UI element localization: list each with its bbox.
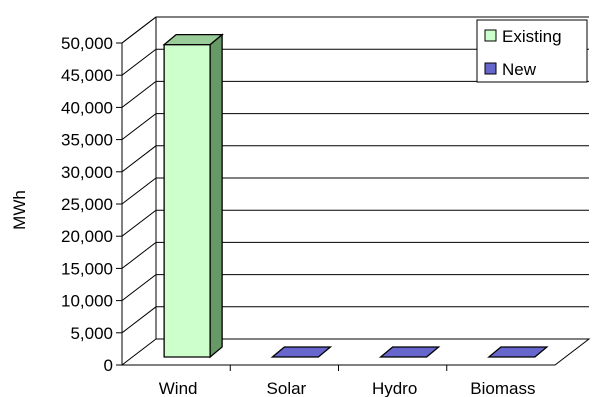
legend-swatch-existing bbox=[484, 29, 497, 42]
y-tick-label: 25,000 bbox=[61, 195, 113, 214]
x-tick-label: Hydro bbox=[372, 379, 417, 397]
bar-existing-0-front bbox=[163, 44, 211, 358]
gridline bbox=[121, 274, 589, 301]
y-tick-label: 45,000 bbox=[61, 66, 113, 85]
gridline bbox=[121, 241, 589, 269]
gridline bbox=[121, 48, 589, 76]
y-tick-label: 40,000 bbox=[61, 98, 113, 117]
y-axis-label: MWh bbox=[10, 190, 29, 230]
legend: Existing New bbox=[476, 19, 588, 83]
axes bbox=[116, 42, 555, 371]
gridline bbox=[121, 16, 589, 44]
legend-swatch-new bbox=[484, 62, 497, 75]
bar-new-2-flat bbox=[378, 346, 441, 358]
x-tick-labels: Wind Solar Hydro Biomass bbox=[159, 379, 536, 397]
bar-new-3-flat bbox=[487, 346, 549, 358]
legend-label-existing: Existing bbox=[502, 27, 562, 46]
x-tick-label: Wind bbox=[159, 379, 198, 397]
bars bbox=[162, 33, 549, 359]
gridline bbox=[121, 80, 589, 108]
bar-existing-0-top bbox=[162, 34, 224, 46]
gridlines bbox=[121, 16, 589, 334]
y-tick-label: 50,000 bbox=[61, 34, 113, 53]
x-tick-label: Biomass bbox=[470, 379, 535, 397]
y-tick-label: 0 bbox=[104, 356, 113, 375]
y-tick-label: 20,000 bbox=[61, 227, 113, 246]
x-tick-label: Solar bbox=[267, 379, 307, 397]
gridline bbox=[121, 145, 589, 173]
y-tick-label: 35,000 bbox=[61, 131, 113, 150]
bar-new-1-flat bbox=[270, 346, 333, 358]
y-tick-label: 30,000 bbox=[61, 163, 113, 182]
y-tick-label: 10,000 bbox=[61, 292, 113, 311]
y-tick-label: 15,000 bbox=[61, 259, 113, 278]
bar-existing-0-side bbox=[209, 33, 223, 359]
y-tick-label: 5,000 bbox=[70, 324, 113, 343]
gridline bbox=[121, 306, 589, 334]
y-tick-labels: 0 5,000 10,000 15,000 20,000 25,000 30,000 35,0… bbox=[61, 34, 113, 375]
legend-label-new: New bbox=[502, 60, 537, 79]
gridline bbox=[121, 113, 589, 140]
gridline bbox=[121, 209, 589, 237]
gridline bbox=[121, 177, 589, 205]
